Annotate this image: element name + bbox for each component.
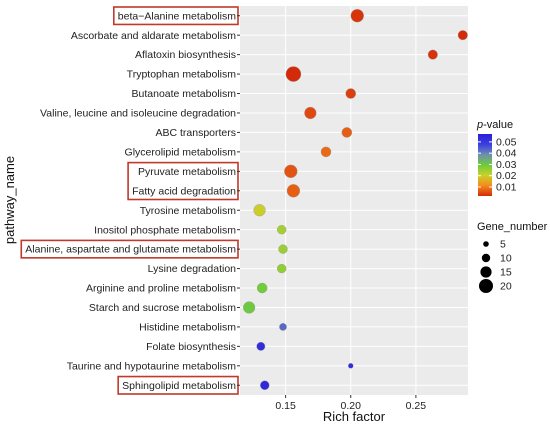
y-tick-label: Starch and sucrose metabolism [89,302,236,314]
size-legend-items: 5 10 15 20 [479,239,512,293]
size-legend-dot [480,266,492,278]
y-tick-label: Glycerolipid metabolism [125,146,237,158]
size-legend-label: 20 [500,281,512,293]
y-tick-label: Tryptophan metabolism [127,69,237,81]
data-point [278,244,288,254]
y-tick-label: Histidine metabolism [139,322,236,334]
data-point [350,9,364,23]
y-tick-label: Tyrosine metabolism [140,205,237,217]
data-point [348,363,354,369]
y-tick-label: Valine, leucine and isoleucine degradati… [40,108,236,120]
data-point [341,127,353,138]
y-tick-label: Aflatoxin biosynthesis [135,49,236,61]
y-tick-label: Ascorbate and aldarate metabolism [71,30,236,42]
color-legend-title-suffix: -value [483,119,513,131]
size-legend: Gene_number 5 10 15 20 [477,221,548,293]
color-legend-ticks: 0.050.040.030.020.01 [478,136,517,193]
plot-panel [240,6,468,395]
y-tick-label: Inositol phosphate metabolism [94,224,236,236]
y-tick-label: Arginine and proline metabolism [86,283,236,295]
y-tick-label: ABC transporters [155,127,236,139]
y-tick-label: Lysine degradation [148,263,237,275]
color-legend-label: 0.04 [496,148,517,160]
data-point [284,164,298,178]
x-tick-label: 0.25 [406,400,427,412]
size-legend-label: 5 [500,239,506,251]
y-axis-title: pathway_name [2,156,17,244]
y-tick-label: Fatty acid degradation [132,185,236,197]
size-legend-dot [479,279,493,293]
color-legend: p-value 0.050.040.030.020.01 [476,119,517,196]
data-point [286,184,301,198]
y-axis-tick-labels: beta−Alanine metabolism Ascorbate and ald… [25,10,240,392]
data-point [279,323,287,331]
y-tick-label: beta−Alanine metabolism [118,10,236,22]
highlight-box [127,161,239,201]
data-point [285,66,302,82]
y-tick-label: Alanine, aspartate and glutamate metabol… [25,244,236,256]
size-legend-title: Gene_number [477,221,548,233]
data-point [345,88,356,99]
size-legend-label: 10 [500,253,512,265]
y-tick-label: Butanoate metabolism [132,88,237,100]
y-tick-label: Taurine and hypotaurine metabolism [67,360,237,372]
x-axis-ticks: 0.15 0.20 0.25 [275,395,426,412]
x-axis-title: Rich factor [323,409,386,424]
data-point [256,282,268,294]
data-points [243,9,468,390]
data-point [260,380,270,390]
size-legend-dot [483,241,489,247]
color-legend-label: 0.02 [496,170,517,182]
data-point [277,224,287,235]
y-tick-label: Sphingolipid metabolism [122,380,236,392]
color-legend-label: 0.05 [496,136,517,148]
data-point [427,49,438,60]
size-legend-label: 15 [500,267,512,279]
data-point [277,263,287,274]
color-legend-label: 0.01 [496,181,517,193]
data-point [320,146,332,158]
x-tick-label: 0.20 [341,400,362,412]
color-legend-label: 0.03 [496,159,517,171]
size-legend-dot [481,253,491,263]
y-tick-label: Folate biosynthesis [146,341,236,353]
y-tick-label: Pyruvate metabolism [138,166,236,178]
data-point [253,204,266,217]
data-point [243,301,256,314]
color-legend-title-p: p [476,119,483,131]
data-point [457,30,468,41]
highlight-boxes [20,6,239,395]
x-tick-label: 0.15 [275,400,296,412]
color-legend-bar [478,134,492,196]
data-point [256,341,266,351]
color-legend-title: p-value [476,119,513,131]
data-point [304,106,317,120]
